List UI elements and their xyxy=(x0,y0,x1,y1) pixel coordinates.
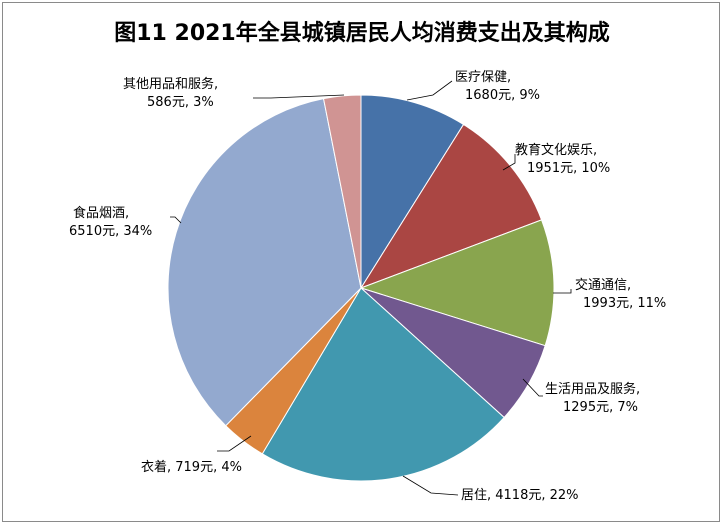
leader-line-0 xyxy=(406,80,453,101)
slice-label-name-7: 其他用品和服务, xyxy=(123,76,218,92)
leader-line-5 xyxy=(217,435,252,452)
slice-label-name-1: 教育文化娱乐, xyxy=(515,142,597,158)
slice-label-name-0: 医疗保健, xyxy=(455,70,511,85)
chart-title: 图11 2021年全县城镇居民人均消费支出及其构成 xyxy=(114,21,610,46)
slice-label-value-6: 6510元, 34% xyxy=(69,224,152,239)
leader-line-7 xyxy=(253,94,345,99)
leader-line-3 xyxy=(522,378,543,397)
leader-line-2 xyxy=(553,289,572,294)
leader-line-6 xyxy=(170,216,182,224)
pie-slice-7 xyxy=(322,94,362,289)
pie-chart: 医疗保健, 1680元, 9% 教育文化娱乐, 1951元, 10% 交通通信, 1993… xyxy=(69,70,666,503)
slice-label-value-2: 1993元, 11% xyxy=(583,296,666,311)
leader-line-4 xyxy=(402,475,459,496)
slice-label-value-0: 1680元, 9% xyxy=(465,88,540,103)
pie-slice-6 xyxy=(167,98,362,427)
slice-label-value-7: 586元, 3% xyxy=(147,95,214,110)
leader-line-1 xyxy=(502,154,516,171)
slice-label-name-4: 居住, 4118元, 22% xyxy=(461,488,579,503)
slice-label-name-5: 衣着, 719元, 4% xyxy=(141,459,242,475)
slice-label-name-6: 食品烟酒, xyxy=(73,205,129,221)
slice-label-name-3: 生活用品及服务, xyxy=(545,381,640,397)
pie-slice-4 xyxy=(261,287,505,482)
pie-slice-0 xyxy=(360,94,465,290)
pie-slice-2 xyxy=(359,219,555,347)
slice-label-name-2: 交通通信, xyxy=(575,277,631,293)
slice-label-value-1: 1951元, 10% xyxy=(527,161,610,176)
slice-label-value-3: 1295元, 7% xyxy=(563,400,638,415)
